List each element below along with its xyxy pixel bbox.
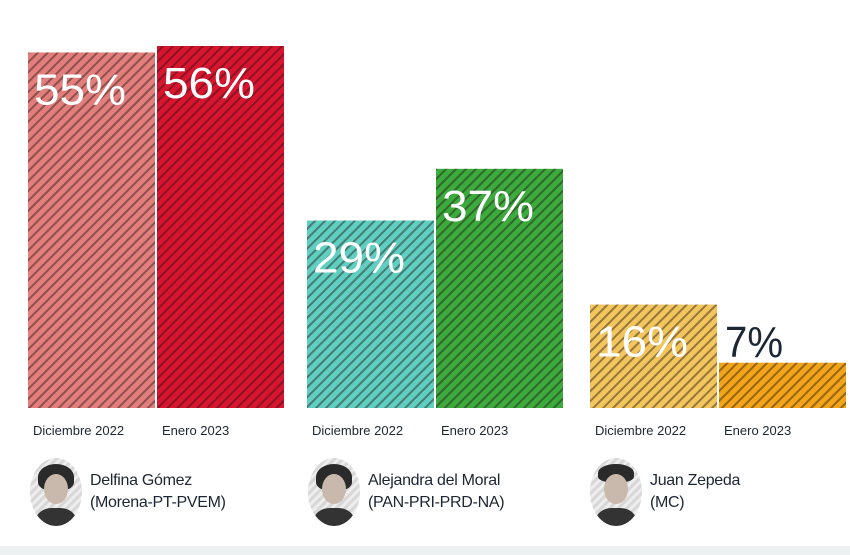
- bar-hatch: [28, 52, 155, 408]
- data-label: 56%: [163, 59, 255, 108]
- data-label: 16%: [596, 318, 688, 367]
- data-label: 55%: [34, 65, 126, 114]
- bar-hatch: [590, 304, 717, 408]
- candidate-name: Delfina Gómez: [90, 472, 192, 489]
- data-label: 29%: [313, 234, 405, 283]
- candidate-juan-zepeda: Juan Zepeda (MC): [590, 458, 740, 526]
- avatar: [30, 458, 82, 526]
- period-label: Enero 2023: [162, 423, 229, 438]
- data-label: 37%: [442, 182, 534, 231]
- candidate-party: (Morena-PT-PVEM): [90, 494, 226, 511]
- candidate-party: (MC): [650, 494, 685, 511]
- period-label: Diciembre 2022: [312, 423, 403, 438]
- candidate-name: Alejandra del Moral: [368, 472, 501, 489]
- period-label: Enero 2023: [441, 423, 508, 438]
- period-label: Enero 2023: [724, 423, 791, 438]
- bottom-band: [0, 546, 850, 555]
- data-label: 7%: [725, 318, 783, 367]
- candidate-name: Juan Zepeda: [650, 472, 741, 489]
- bar-hatch: [307, 220, 434, 408]
- avatar: [308, 458, 360, 526]
- period-label: Diciembre 2022: [595, 423, 686, 438]
- bar-hatch: [719, 362, 846, 408]
- candidate-alejandra-del-moral: Alejandra del Moral (PAN-PRI-PRD-NA): [308, 458, 505, 526]
- bar-chart: 55% Diciembre 2022 56% Enero 2023 29% Diciemb…: [28, 46, 846, 438]
- bar-hatch: [157, 46, 284, 408]
- bar-hatch: [436, 168, 563, 408]
- period-label: Diciembre 2022: [33, 423, 124, 438]
- candidate-party: (PAN-PRI-PRD-NA): [368, 494, 505, 511]
- avatar: [590, 458, 642, 526]
- candidate-delfina-gomez: Delfina Gómez (Morena-PT-PVEM): [30, 458, 226, 526]
